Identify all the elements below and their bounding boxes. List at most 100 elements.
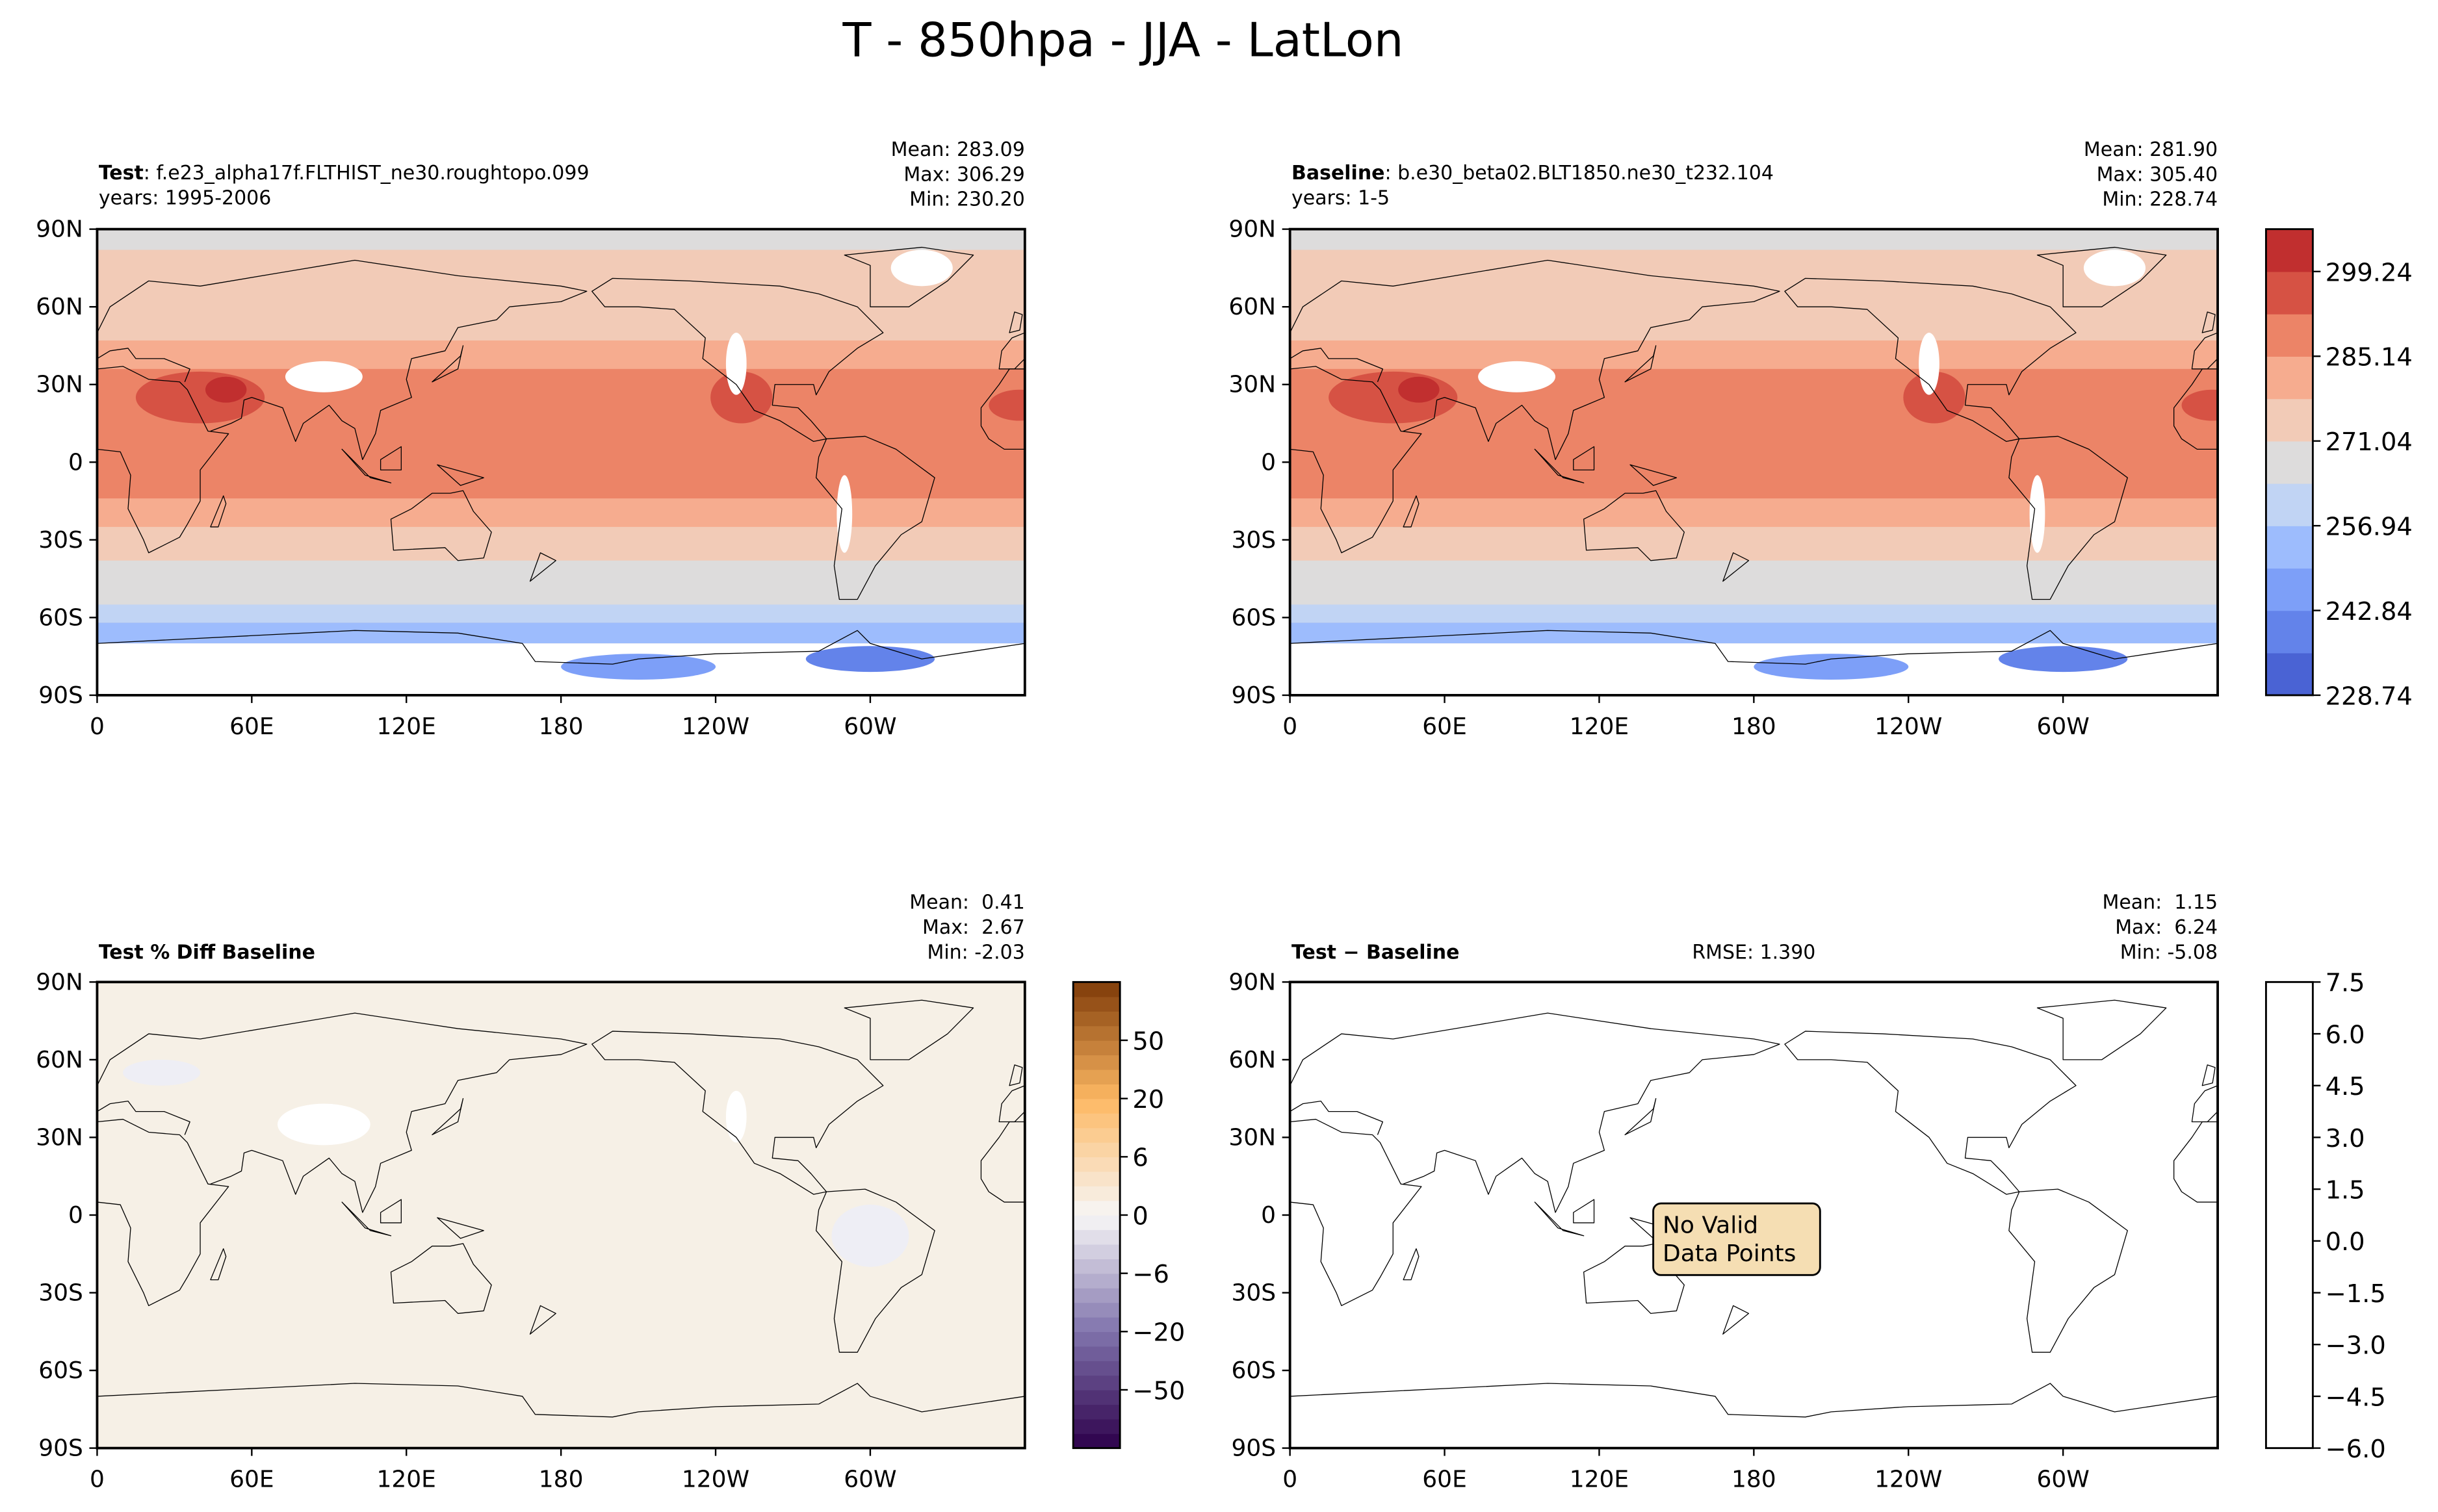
colorbar-frame	[2264, 980, 2314, 1450]
colorbar-tick-label: 50	[1132, 1027, 1164, 1056]
colorbar-band	[1073, 1302, 1121, 1318]
x-tick-label: 60E	[229, 713, 274, 740]
y-tick-label: 30N	[1228, 372, 1276, 398]
y-tick-label: 60S	[1231, 604, 1276, 631]
map-field	[1290, 229, 2218, 695]
stat: Min: 230.20	[909, 188, 1025, 211]
colorbar-band	[1073, 1331, 1121, 1347]
map-field	[97, 229, 1025, 695]
x-tick-label: 180	[1731, 713, 1776, 740]
colorbar-band	[1073, 1055, 1121, 1070]
x-tick-label: 120W	[682, 1467, 749, 1493]
x-tick-label: 0	[90, 713, 105, 740]
colorbar-band	[1073, 1273, 1121, 1288]
colorbar-tick-label: −6	[1132, 1260, 1169, 1289]
colorbar-band	[1073, 1375, 1121, 1390]
note: Data Points	[1663, 1240, 1796, 1267]
colorbar-tick-label: 285.14	[2326, 343, 2413, 372]
y-tick-label: 90N	[36, 216, 83, 243]
colorbar-band	[2266, 314, 2313, 357]
panel-label: Test − Baseline	[1291, 941, 1459, 964]
y-tick-label: 90N	[1228, 969, 1276, 995]
colorbar-band	[1073, 1244, 1121, 1259]
stat: Mean: 0.41	[909, 891, 1025, 914]
stat: Max: 6.24	[2115, 916, 2218, 939]
colorbar-band	[2266, 229, 2313, 272]
colorbar-band	[1073, 982, 1121, 997]
y-tick-label: 30S	[1231, 1280, 1276, 1307]
colorbar-band	[1073, 1098, 1121, 1114]
y-tick-label: 30N	[1228, 1124, 1276, 1151]
panel-label: Baseline	[1291, 162, 1384, 185]
colorbar-band	[1073, 1404, 1121, 1420]
colorbar-tick-label: 0	[1132, 1201, 1148, 1231]
colorbar-tick-label: 3.0	[2326, 1124, 2365, 1153]
colorbar-tick-label: 20	[1132, 1085, 1164, 1114]
colorbar-band	[1073, 1025, 1121, 1041]
x-tick-label: 60E	[1422, 713, 1467, 740]
y-tick-label: 30S	[38, 1280, 83, 1307]
colorbar-band	[2266, 271, 2313, 314]
case-name: : f.e23_alpha17f.FLTHIST_ne30.roughtopo.…	[144, 162, 590, 185]
colorbar-band	[2266, 526, 2313, 569]
colorbar-tick-label: 256.94	[2326, 513, 2413, 542]
colorbar-band	[2266, 483, 2313, 526]
colorbar-tick-label: 4.5	[2326, 1072, 2365, 1101]
colorbar-band	[1073, 1389, 1121, 1405]
rmse: RMSE: 1.390	[1692, 941, 1815, 964]
colorbar-tick-label: 299.24	[2326, 258, 2413, 287]
colorbar-band	[1073, 1214, 1121, 1231]
x-tick-label: 60W	[2036, 1467, 2089, 1493]
panel-header: Test: f.e23_alpha17f.FLTHIST_ne30.rought…	[99, 162, 590, 185]
colorbar-band	[2266, 652, 2313, 696]
colorbar-band	[1073, 1361, 1121, 1376]
colorbar-band	[1073, 1069, 1121, 1084]
colorbar-tick-label: 271.04	[2326, 428, 2413, 457]
x-tick-label: 60W	[844, 1467, 896, 1493]
stat: Min: -5.08	[2120, 941, 2218, 964]
colorbar-tick-label: −20	[1132, 1318, 1185, 1348]
colorbar-band	[1073, 1259, 1121, 1274]
x-tick-label: 120W	[682, 713, 749, 740]
colorbar-band	[1073, 1113, 1121, 1129]
colorbar-tick-label: −3.0	[2326, 1331, 2386, 1361]
stat: Min: 228.74	[2102, 188, 2218, 211]
y-tick-label: 30S	[38, 527, 83, 554]
panel-header: Test % Diff Baseline	[99, 941, 315, 964]
x-tick-label: 120E	[1570, 1467, 1629, 1493]
case-name: : b.e30_beta02.BLT1850.ne30_t232.104	[1384, 162, 1773, 185]
colorbar-band	[1073, 1157, 1121, 1172]
x-tick-label: 0	[90, 1467, 105, 1493]
colorbar-band	[1073, 1316, 1121, 1333]
colorbar-band	[2266, 356, 2313, 400]
colorbar-band	[1073, 1040, 1121, 1056]
map-field	[97, 982, 1025, 1448]
stat: Max: 306.29	[903, 163, 1024, 186]
panel-header: Test − Baseline	[1291, 941, 1459, 964]
figure-title: T - 850hpa - JJA - LatLon	[842, 12, 1403, 67]
x-tick-label: 180	[539, 713, 584, 740]
colorbar-band	[1073, 1346, 1121, 1361]
colorbar-band	[1073, 1433, 1121, 1449]
colorbar-tick-label: 1.5	[2326, 1176, 2365, 1205]
y-tick-label: 90S	[1231, 682, 1276, 709]
y-tick-label: 90S	[38, 682, 83, 709]
years: years: 1-5	[1291, 186, 1390, 209]
colorbar-tick-label: −50	[1132, 1376, 1185, 1405]
colorbar-band	[1073, 1142, 1121, 1158]
y-tick-label: 60N	[1228, 1047, 1276, 1073]
panel-label: Test % Diff Baseline	[99, 941, 315, 964]
stat: Mean: 283.09	[891, 138, 1025, 161]
colorbar-band	[1073, 1084, 1121, 1099]
y-tick-label: 60S	[38, 1357, 83, 1384]
colorbar-tick-label: 7.5	[2326, 969, 2365, 998]
colorbar-band	[2266, 982, 2313, 1448]
y-tick-label: 90N	[36, 969, 83, 995]
colorbar-band	[2266, 568, 2313, 611]
y-tick-label: 0	[68, 1202, 83, 1229]
y-tick-label: 90S	[38, 1435, 83, 1462]
y-tick-label: 60S	[1231, 1357, 1276, 1384]
y-tick-label: 60N	[1228, 294, 1276, 320]
